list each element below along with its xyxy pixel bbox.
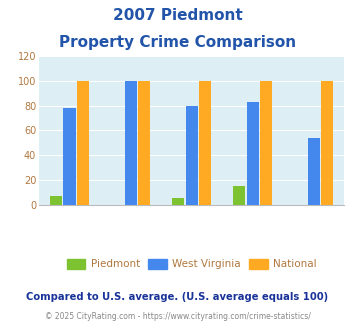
Bar: [247, 102, 259, 205]
Bar: [308, 138, 320, 205]
Bar: [77, 81, 89, 205]
Text: Compared to U.S. average. (U.S. average equals 100): Compared to U.S. average. (U.S. average …: [26, 292, 329, 302]
Bar: [138, 81, 150, 205]
Bar: [64, 108, 76, 205]
Bar: [186, 106, 198, 205]
Bar: [125, 81, 137, 205]
Bar: [172, 198, 184, 205]
Bar: [50, 196, 62, 205]
Bar: [260, 81, 272, 205]
Bar: [321, 81, 333, 205]
Text: © 2025 CityRating.com - https://www.cityrating.com/crime-statistics/: © 2025 CityRating.com - https://www.city…: [45, 312, 310, 321]
Bar: [199, 81, 211, 205]
Bar: [233, 186, 245, 205]
Text: 2007 Piedmont: 2007 Piedmont: [113, 8, 242, 23]
Text: Property Crime Comparison: Property Crime Comparison: [59, 35, 296, 50]
Legend: Piedmont, West Virginia, National: Piedmont, West Virginia, National: [62, 255, 321, 274]
